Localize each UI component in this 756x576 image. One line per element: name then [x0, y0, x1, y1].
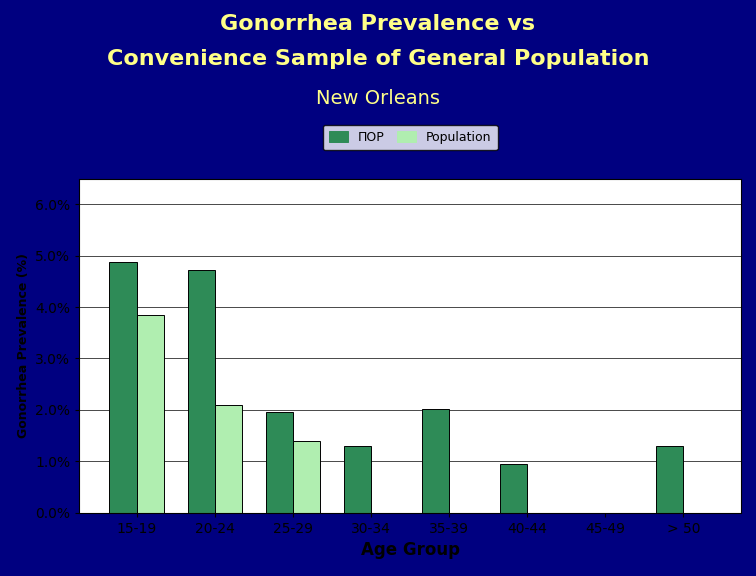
X-axis label: Age Group: Age Group — [361, 541, 460, 559]
Bar — [344, 446, 371, 513]
Bar — [656, 446, 683, 513]
Y-axis label: Gonorrhea Prevalence (%): Gonorrhea Prevalence (%) — [17, 253, 29, 438]
Bar — [293, 441, 321, 513]
Bar — [215, 405, 242, 513]
Text: Gonorrhea Prevalence vs: Gonorrhea Prevalence vs — [221, 14, 535, 35]
Bar — [137, 314, 164, 513]
Bar — [500, 464, 527, 513]
Bar — [265, 412, 293, 513]
Text: New Orleans: New Orleans — [316, 89, 440, 108]
Text: Convenience Sample of General Population: Convenience Sample of General Population — [107, 49, 649, 69]
Bar — [422, 409, 449, 513]
Bar — [187, 270, 215, 513]
Bar — [110, 262, 137, 513]
Legend: ПОР, Population: ПОР, Population — [323, 124, 497, 150]
